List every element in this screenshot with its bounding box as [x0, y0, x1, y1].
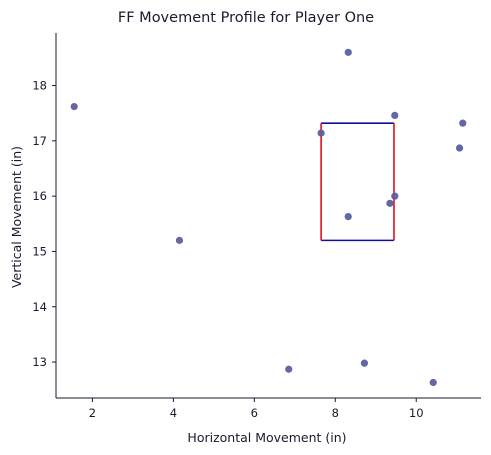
data-point: [455, 144, 464, 152]
x-tick-label: 6: [251, 406, 258, 420]
y-tick-label: 14: [32, 300, 47, 314]
x-tick-label: 4: [170, 406, 177, 420]
data-point: [70, 102, 78, 111]
data-point: [459, 119, 467, 127]
data-point: [391, 111, 399, 120]
y-tick-label: 16: [32, 189, 47, 203]
data-point: [391, 192, 399, 200]
data-point: [386, 199, 394, 207]
data-points: [70, 48, 467, 387]
data-point: [344, 213, 352, 221]
data-point: [285, 365, 293, 373]
data-point: [360, 359, 369, 367]
chart-title: FF Movement Profile for Player One: [118, 10, 374, 26]
data-point: [317, 129, 325, 137]
y-tick-label: 18: [32, 79, 47, 93]
x-tick-label: 10: [409, 406, 424, 420]
x-tick-label: 8: [332, 406, 339, 420]
data-point: [175, 236, 184, 244]
target-box: [320, 122, 395, 242]
y-axis-label: Vertical Movement (in): [9, 146, 24, 288]
x-axis-label: Horizontal Movement (in): [187, 430, 346, 445]
y-tick-label: 13: [32, 355, 47, 369]
data-point: [429, 378, 437, 387]
axes: 2 4 6 8 10 13 14 15 16 17 18: [32, 33, 481, 420]
x-tick-label: 2: [89, 406, 96, 420]
y-tick-label: 15: [32, 244, 47, 258]
y-tick-label: 17: [32, 134, 47, 148]
data-point: [344, 48, 352, 56]
